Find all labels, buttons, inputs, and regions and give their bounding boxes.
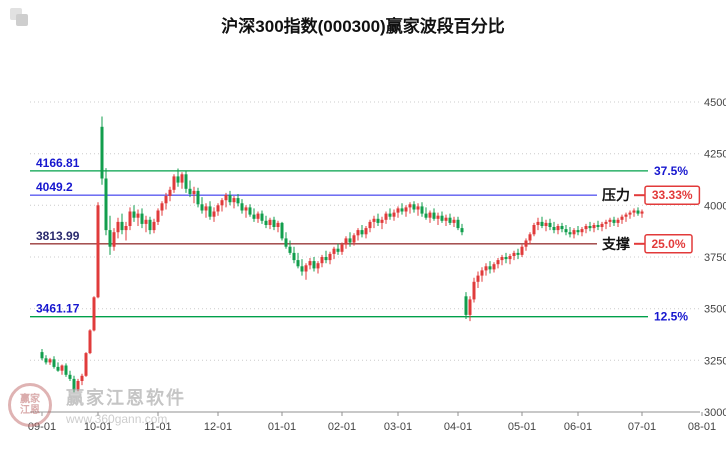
svg-text:3750: 3750: [704, 252, 726, 264]
app-logo-icon[interactable]: [8, 6, 30, 28]
svg-text:04-01: 04-01: [444, 421, 472, 433]
svg-text:4000: 4000: [704, 200, 726, 212]
svg-text:37.5%: 37.5%: [654, 164, 688, 178]
svg-text:08-01: 08-01: [688, 421, 716, 433]
chart-title: 沪深300指数(000300)赢家波段百分比: [221, 17, 505, 36]
svg-text:09-01: 09-01: [28, 421, 56, 433]
svg-text:3461.17: 3461.17: [36, 302, 80, 316]
svg-text:12.5%: 12.5%: [654, 310, 688, 324]
svg-text:压力: 压力: [602, 187, 630, 203]
svg-text:05-01: 05-01: [508, 421, 536, 433]
svg-text:11-01: 11-01: [144, 421, 171, 433]
svg-text:4049.2: 4049.2: [36, 180, 73, 194]
svg-text:3250: 3250: [704, 355, 726, 367]
svg-text:03-01: 03-01: [384, 421, 412, 433]
svg-text:25.0%: 25.0%: [651, 237, 685, 251]
overlap-squares-icon: [10, 8, 28, 26]
svg-text:02-01: 02-01: [328, 421, 356, 433]
svg-text:3813.99: 3813.99: [36, 229, 80, 243]
svg-text:06-01: 06-01: [564, 421, 592, 433]
svg-text:支撑: 支撑: [601, 236, 630, 252]
svg-text:01-01: 01-01: [268, 421, 296, 433]
svg-text:4250: 4250: [704, 149, 726, 161]
svg-text:33.33%: 33.33%: [652, 188, 693, 202]
svg-text:07-01: 07-01: [628, 421, 656, 433]
svg-text:4500: 4500: [704, 97, 726, 109]
svg-text:4166.81: 4166.81: [36, 156, 80, 170]
svg-text:3500: 3500: [704, 304, 726, 316]
svg-text:12-01: 12-01: [204, 421, 232, 433]
svg-text:3000: 3000: [704, 407, 726, 419]
svg-text:10-01: 10-01: [84, 421, 112, 433]
